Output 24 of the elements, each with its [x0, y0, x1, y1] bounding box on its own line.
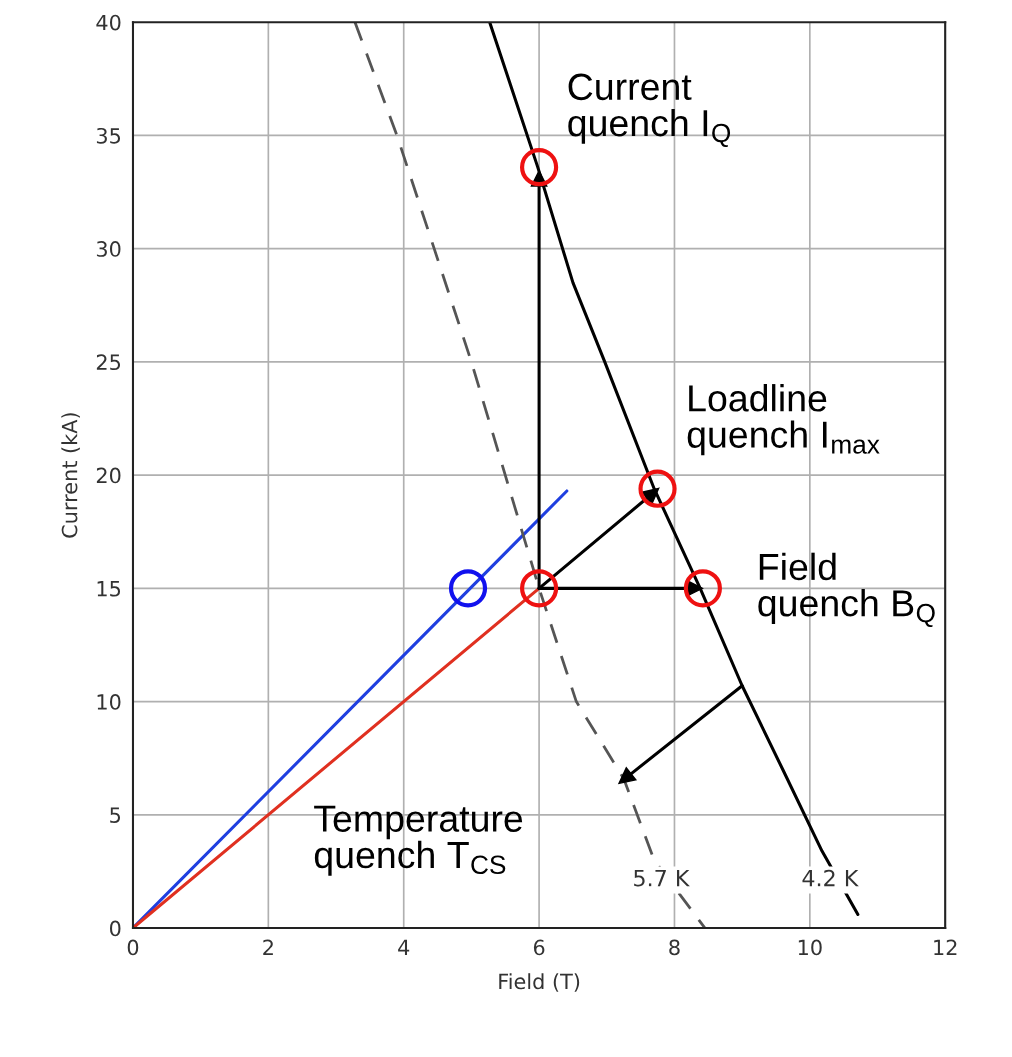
y-tick-label: 30: [96, 241, 121, 257]
annotation: 4.2 K: [802, 869, 859, 887]
annotation: Field quench B$_{Q}$: [758, 552, 935, 628]
y-axis-title: Current (kA): [61, 413, 80, 538]
x-tick-label: 6: [533, 939, 545, 956]
y-tick-label: 15: [97, 581, 121, 597]
x-tick-label: 8: [669, 939, 680, 956]
x-tick-label: 12: [934, 939, 957, 955]
y-tick-label: 0: [109, 920, 121, 937]
annotation: Current quench I$_{Q}$: [568, 73, 731, 147]
x-tick-label: 10: [798, 939, 822, 956]
y-tick-label: 20: [96, 467, 121, 484]
y-tick-label: 10: [97, 694, 121, 710]
x-tick-label: 0: [127, 939, 139, 956]
y-tick-label: 35: [96, 127, 121, 144]
annotation: Temperature quench T$_{CS}$: [314, 805, 523, 876]
annotation: Loadline quench I$_{max}$: [687, 384, 880, 456]
annotation: 5.7 K: [634, 869, 690, 887]
y-tick-label: 5: [110, 807, 121, 824]
y-tick-label: 40: [96, 14, 121, 31]
x-axis-title: Field (T): [499, 973, 580, 992]
x-tick-label: 4: [398, 939, 410, 955]
y-tick-label: 25: [96, 354, 121, 371]
x-tick-label: 2: [263, 939, 273, 955]
